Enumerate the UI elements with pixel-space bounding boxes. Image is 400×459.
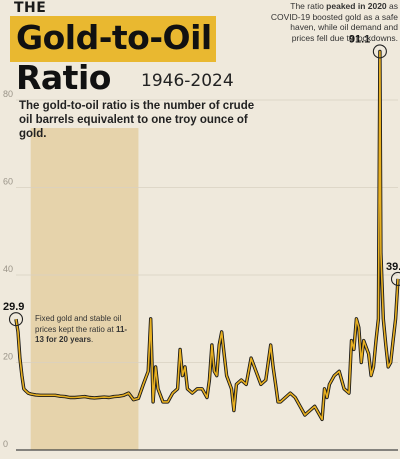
value-label-0: 29.9 [3, 301, 24, 313]
year-range: 1946-2024 [141, 71, 234, 91]
shaded-fixed-price-period [31, 128, 139, 450]
y-tick-label-60: 60 [3, 177, 13, 187]
y-tick-label-40: 40 [3, 264, 13, 274]
y-tick-label-80: 80 [3, 89, 13, 99]
chart-title: Gold-to-Oil [10, 16, 216, 62]
peak-annotation-pre: The ratio [290, 1, 326, 11]
chart-subtitle: The gold-to-oil ratio is the number of c… [19, 99, 269, 141]
fixed-era-annotation-post: . [91, 335, 93, 344]
peak-annotation: The ratio peaked in 2020 as COVID-19 boo… [270, 1, 398, 43]
title-prefix: THE [14, 0, 46, 16]
peak-annotation-bold: peaked in 2020 [326, 1, 386, 11]
y-tick-label-20: 20 [3, 352, 13, 362]
fixed-era-annotation: Fixed gold and stable oil prices kept th… [35, 314, 135, 346]
chart-title-line2: Ratio [16, 58, 111, 98]
value-label-2: 39.1 [386, 261, 400, 273]
fixed-era-annotation-pre: Fixed gold and stable oil prices kept th… [35, 314, 121, 334]
y-tick-label-0: 0 [3, 439, 8, 449]
